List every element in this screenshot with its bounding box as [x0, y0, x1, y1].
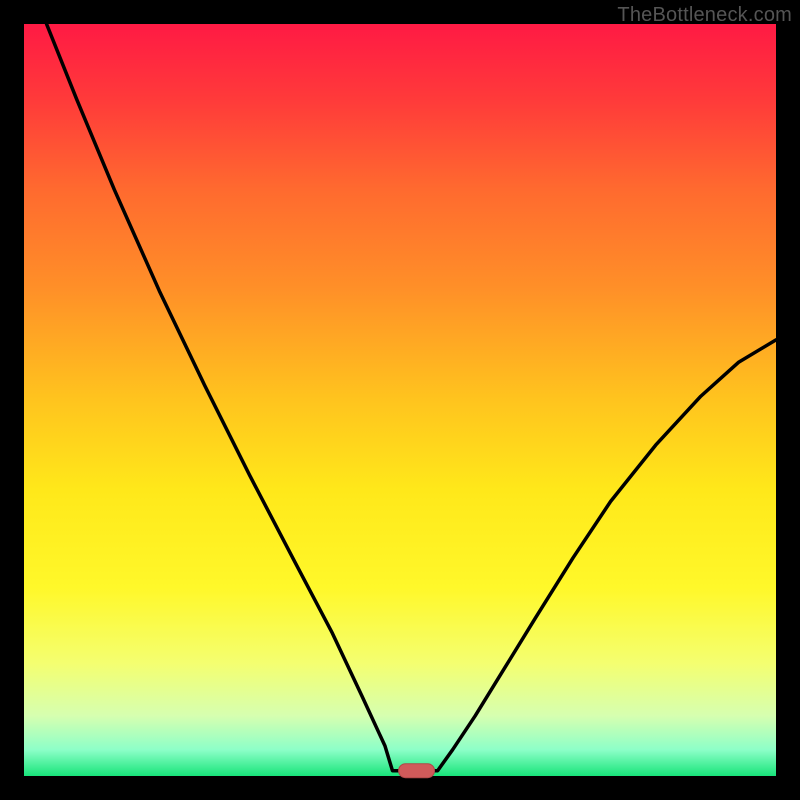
bottleneck-chart: [0, 0, 800, 800]
watermark-text: TheBottleneck.com: [617, 4, 792, 27]
plot-background: [24, 24, 776, 776]
valley-marker: [399, 764, 435, 778]
